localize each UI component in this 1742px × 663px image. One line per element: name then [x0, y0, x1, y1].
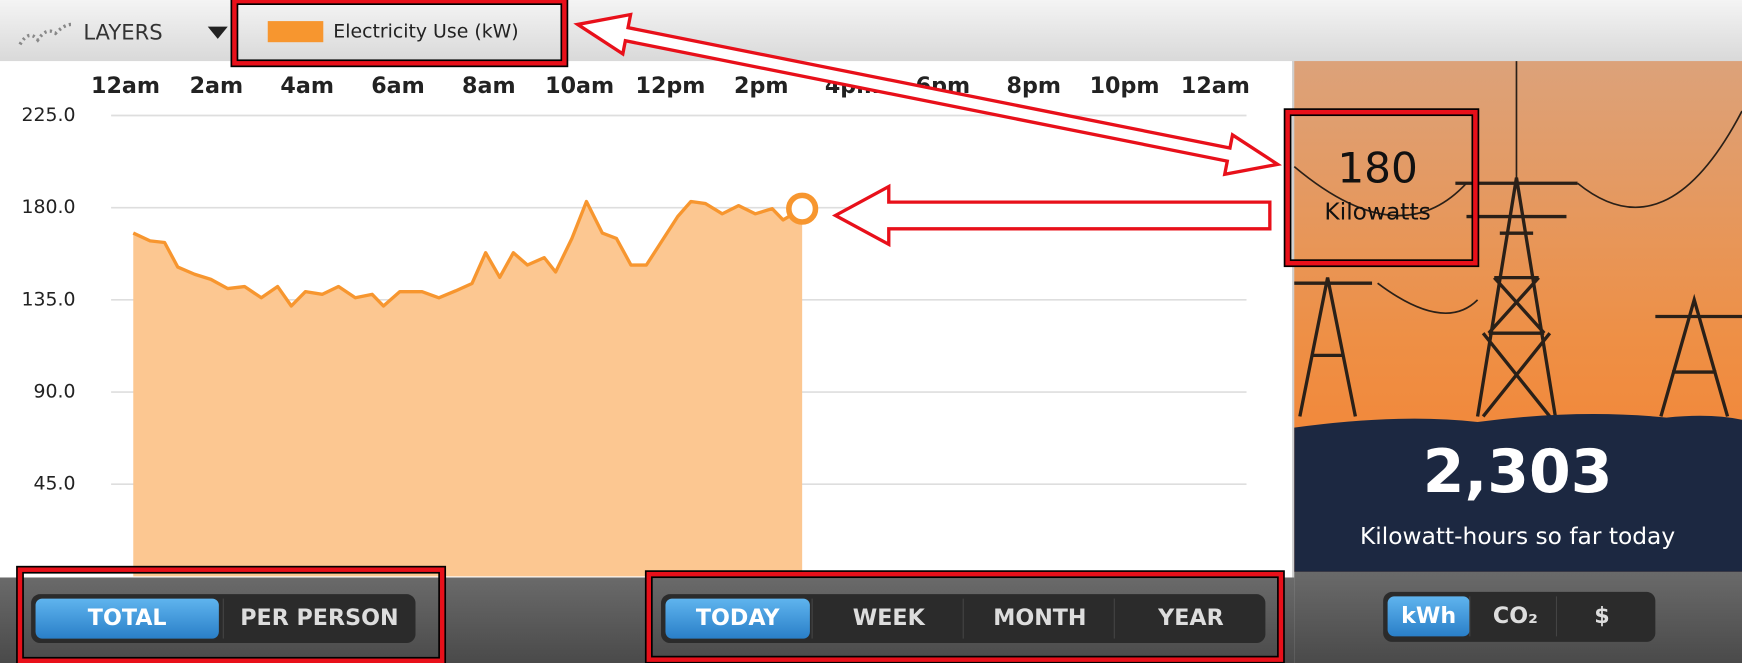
x-tick-label: 10pm	[1090, 73, 1160, 99]
button[interactable]: YEAR	[1157, 605, 1224, 631]
dropdown-arrow	[207, 26, 228, 39]
legend-label: Electricity Use (kW)	[333, 21, 518, 43]
double-arrow	[573, 12, 1283, 177]
ground	[1294, 414, 1742, 572]
button[interactable]: PER PERSON	[240, 605, 398, 631]
x-tick-label: 2am	[190, 73, 244, 99]
layers-menu[interactable]: LAYERS	[18, 19, 228, 46]
plot: 225.0 180.0 135.0 90.0 45.0 12am 2am 4am 6am 8am 1…	[21, 73, 1250, 577]
area-line	[132, 199, 804, 308]
photo-panel: 180 Kilowatts 2,303 Kilowatt-hours so fa…	[1293, 61, 1742, 572]
layers-label: LAYERS	[83, 19, 162, 44]
button[interactable]: MONTH	[993, 605, 1086, 631]
x-tick-label: 12am	[1181, 73, 1250, 99]
arrow	[831, 183, 1272, 248]
button[interactable]: CO₂	[1493, 603, 1538, 629]
x-tick-label: 8pm	[1007, 73, 1061, 99]
total-label: Kilowatt-hours so far today	[1360, 523, 1675, 550]
button[interactable]: WEEK	[853, 605, 926, 631]
toolbar	[0, 0, 1742, 62]
total-value: 2,303	[1423, 437, 1613, 507]
legend-swatch	[267, 21, 324, 43]
y-tick-label: 225.0	[21, 104, 75, 126]
x-tick-label: 10am	[545, 73, 614, 99]
x-tick-label: 12pm	[635, 73, 705, 99]
button[interactable]: TOTAL	[88, 605, 167, 631]
button[interactable]: kWh	[1401, 603, 1456, 629]
x-tick-label: 8am	[462, 73, 516, 99]
annotation-box	[646, 571, 1284, 662]
button-active	[1387, 596, 1470, 637]
y-tick-label: 45.0	[34, 473, 76, 495]
annotations	[16, 0, 1480, 663]
layers-icon	[18, 22, 72, 46]
current-point	[786, 192, 819, 225]
button-active	[665, 598, 810, 639]
y-tick-label: 135.0	[21, 288, 75, 310]
current-unit: Kilowatts	[1324, 199, 1430, 226]
x-tick-label: 2pm	[734, 73, 788, 99]
annotation-box	[1285, 109, 1478, 266]
button-active	[35, 598, 219, 639]
area-fill	[133, 201, 803, 577]
buttons: TOTAL PER PERSON TODAY WEEK MONTH YEAR kWh CO₂ $	[35, 596, 1610, 639]
towers	[1293, 61, 1742, 418]
y-tick-label: 90.0	[34, 381, 76, 403]
current-value: 180	[1337, 144, 1418, 193]
x-tick-label: 12am	[91, 73, 160, 99]
x-tick-label: 4am	[280, 73, 334, 99]
annotation-box	[232, 0, 567, 66]
annotation-box	[17, 567, 445, 663]
x-tick-label: 6am	[371, 73, 425, 99]
button[interactable]: TODAY	[696, 605, 781, 631]
button[interactable]: $	[1594, 603, 1609, 629]
y-tick-label: 180.0	[21, 196, 75, 218]
